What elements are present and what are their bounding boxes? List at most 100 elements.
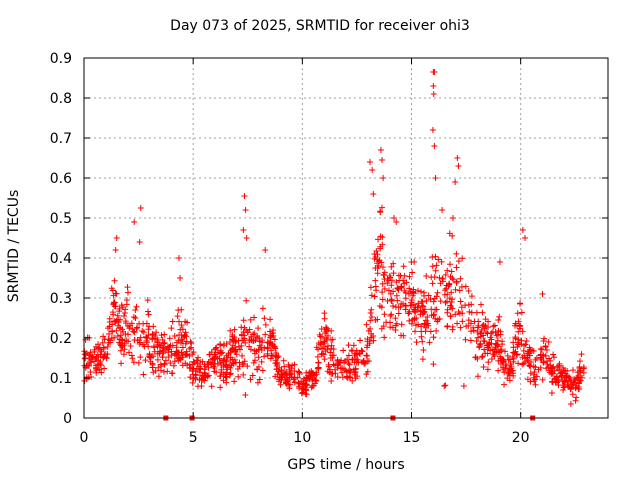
data-point xyxy=(120,351,127,358)
data-point xyxy=(412,328,419,335)
data-point xyxy=(347,369,354,376)
data-point xyxy=(113,235,120,241)
data-point xyxy=(556,360,563,367)
data-point xyxy=(151,344,158,351)
data-point xyxy=(470,327,477,334)
x-tick-label: 10 xyxy=(293,430,311,446)
data-point xyxy=(442,299,449,306)
data-point xyxy=(406,273,413,280)
data-point xyxy=(474,328,481,335)
data-point xyxy=(495,349,502,356)
data-point xyxy=(454,155,461,161)
data-point xyxy=(376,257,383,264)
data-point xyxy=(223,358,230,365)
data-point xyxy=(271,336,278,343)
chart-title: Day 073 of 2025, SRMTID for receiver ohi… xyxy=(170,18,470,34)
data-point xyxy=(147,358,154,365)
data-point xyxy=(457,275,464,282)
data-point xyxy=(418,328,425,335)
data-point xyxy=(247,346,254,353)
data-point xyxy=(481,338,488,345)
data-point xyxy=(441,291,448,298)
data-point xyxy=(429,127,436,133)
data-point xyxy=(295,368,302,375)
data-point xyxy=(116,336,123,343)
data-point xyxy=(514,339,521,346)
data-point xyxy=(254,333,261,340)
data-point xyxy=(217,359,224,366)
data-point xyxy=(319,333,326,340)
data-point xyxy=(309,374,316,381)
data-point xyxy=(100,344,107,351)
data-point xyxy=(300,386,307,393)
data-point xyxy=(521,352,528,359)
data-point xyxy=(128,352,135,359)
data-point xyxy=(533,373,540,380)
data-point xyxy=(392,303,399,310)
data-point xyxy=(384,275,391,282)
data-point xyxy=(285,381,292,388)
data-point xyxy=(124,284,131,291)
data-point xyxy=(457,324,464,331)
data-point xyxy=(99,339,106,346)
data-point xyxy=(479,353,486,360)
data-point xyxy=(419,338,426,345)
data-point xyxy=(367,284,374,291)
data-point xyxy=(343,368,350,375)
data-point xyxy=(243,297,250,304)
data-point xyxy=(474,373,481,380)
data-point xyxy=(421,320,428,327)
data-point xyxy=(179,338,186,345)
data-point xyxy=(471,318,478,325)
data-point xyxy=(531,369,538,376)
data-point xyxy=(559,378,566,385)
data-point xyxy=(274,371,281,378)
data-point xyxy=(561,368,568,375)
data-point xyxy=(136,340,143,347)
data-point xyxy=(480,321,487,328)
data-point xyxy=(206,351,213,358)
data-point xyxy=(484,366,491,373)
data-point xyxy=(239,352,246,359)
data-point xyxy=(480,337,487,344)
data-point xyxy=(318,351,325,358)
data-point xyxy=(137,334,144,341)
data-point xyxy=(144,335,151,342)
data-point xyxy=(422,317,429,324)
data-point xyxy=(193,357,200,364)
data-point xyxy=(246,326,253,333)
data-point xyxy=(530,374,537,381)
data-point xyxy=(512,320,519,327)
data-point xyxy=(430,91,437,97)
data-point xyxy=(527,363,534,370)
data-point xyxy=(354,373,361,380)
data-point xyxy=(264,344,271,351)
data-point xyxy=(491,322,498,329)
data-point xyxy=(420,289,427,296)
data-point xyxy=(467,320,474,327)
data-point xyxy=(270,327,277,334)
data-point xyxy=(330,346,337,353)
data-point xyxy=(132,307,139,314)
data-point xyxy=(159,354,166,361)
data-point xyxy=(379,296,386,303)
data-point xyxy=(380,271,387,278)
data-point xyxy=(231,348,238,355)
data-point xyxy=(388,297,395,304)
data-point xyxy=(411,258,418,265)
data-point xyxy=(495,367,502,374)
data-point xyxy=(374,316,381,323)
data-point xyxy=(123,297,130,304)
data-point xyxy=(428,274,435,281)
data-point xyxy=(208,383,215,390)
data-point xyxy=(161,331,168,338)
data-point xyxy=(468,293,475,300)
data-point xyxy=(140,329,147,336)
data-point xyxy=(567,401,574,407)
data-point xyxy=(367,325,374,332)
data-point xyxy=(274,361,281,368)
data-point xyxy=(321,315,328,322)
data-point xyxy=(324,368,331,375)
data-point xyxy=(240,371,247,378)
data-point xyxy=(189,379,196,386)
